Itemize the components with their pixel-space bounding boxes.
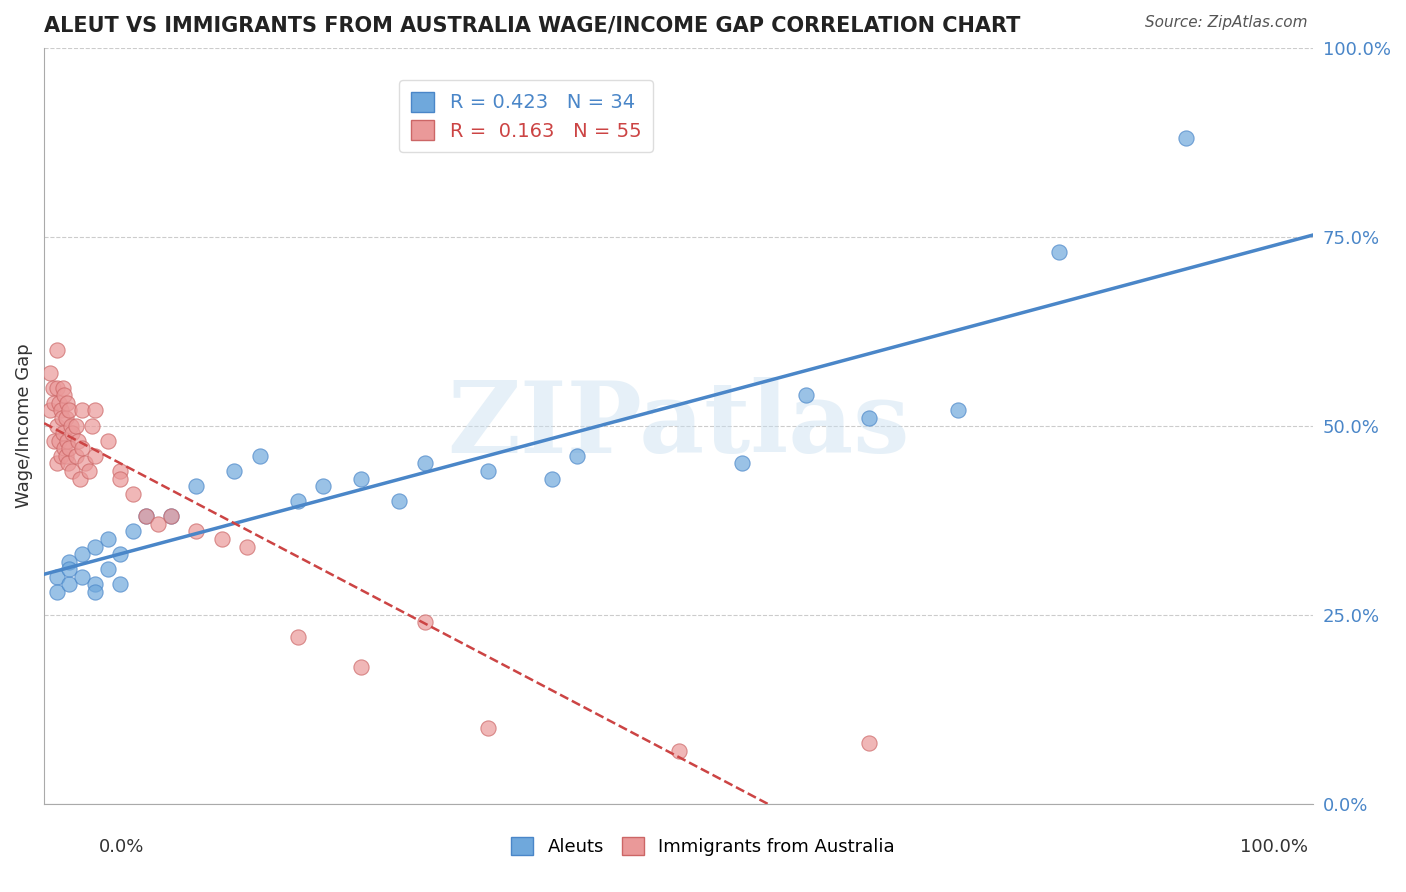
Point — [858, 736, 880, 750]
Point — [135, 509, 157, 524]
Point — [52, 426, 75, 441]
Point — [160, 509, 183, 524]
Point — [186, 524, 208, 539]
Point — [110, 577, 132, 591]
Point — [45, 381, 67, 395]
Point — [58, 403, 80, 417]
Point — [49, 403, 72, 417]
Point — [48, 434, 70, 448]
Point — [540, 471, 562, 485]
Point — [52, 381, 75, 395]
Point — [42, 381, 65, 395]
Point — [287, 630, 309, 644]
Point — [211, 532, 233, 546]
Point — [565, 449, 588, 463]
Point — [312, 479, 335, 493]
Point — [110, 471, 132, 485]
Point — [477, 464, 499, 478]
Point — [59, 418, 82, 433]
Point — [135, 509, 157, 524]
Point — [236, 540, 259, 554]
Point — [53, 442, 76, 456]
Point — [60, 426, 83, 441]
Point — [44, 434, 66, 448]
Point — [160, 509, 183, 524]
Point — [668, 744, 690, 758]
Point — [858, 411, 880, 425]
Point — [58, 442, 80, 456]
Point — [794, 388, 817, 402]
Point — [122, 486, 145, 500]
Point — [60, 464, 83, 478]
Point — [56, 396, 79, 410]
Point — [224, 464, 246, 478]
Point — [70, 570, 93, 584]
Point — [148, 516, 170, 531]
Point — [55, 449, 77, 463]
Point — [48, 396, 70, 410]
Point — [45, 418, 67, 433]
Point — [45, 457, 67, 471]
Point — [83, 449, 105, 463]
Point — [388, 494, 411, 508]
Point — [186, 479, 208, 493]
Point — [45, 343, 67, 357]
Point — [1175, 131, 1198, 145]
Text: ALEUT VS IMMIGRANTS FROM AUSTRALIA WAGE/INCOME GAP CORRELATION CHART: ALEUT VS IMMIGRANTS FROM AUSTRALIA WAGE/… — [44, 15, 1021, 35]
Text: 0.0%: 0.0% — [98, 838, 143, 855]
Point — [70, 403, 93, 417]
Point — [58, 555, 80, 569]
Point — [1049, 244, 1071, 259]
Point — [83, 585, 105, 599]
Legend: Aleuts, Immigrants from Australia: Aleuts, Immigrants from Australia — [502, 828, 904, 865]
Point — [82, 418, 104, 433]
Point — [69, 471, 91, 485]
Point — [45, 585, 67, 599]
Point — [110, 547, 132, 561]
Y-axis label: Wage/Income Gap: Wage/Income Gap — [15, 343, 32, 508]
Point — [477, 721, 499, 735]
Point — [83, 577, 105, 591]
Point — [49, 449, 72, 463]
Point — [51, 411, 73, 425]
Point — [350, 660, 373, 674]
Point — [77, 464, 100, 478]
Point — [44, 396, 66, 410]
Point — [83, 540, 105, 554]
Point — [122, 524, 145, 539]
Text: 100.0%: 100.0% — [1240, 838, 1308, 855]
Point — [73, 457, 96, 471]
Point — [110, 464, 132, 478]
Point — [83, 403, 105, 417]
Point — [97, 434, 120, 448]
Point — [70, 442, 93, 456]
Point — [58, 577, 80, 591]
Point — [65, 449, 87, 463]
Point — [946, 403, 969, 417]
Point — [39, 366, 62, 380]
Point — [70, 547, 93, 561]
Point — [287, 494, 309, 508]
Point — [56, 434, 79, 448]
Point — [45, 570, 67, 584]
Point — [65, 418, 87, 433]
Point — [53, 388, 76, 402]
Text: Source: ZipAtlas.com: Source: ZipAtlas.com — [1144, 15, 1308, 29]
Point — [39, 403, 62, 417]
Point — [413, 457, 436, 471]
Point — [67, 434, 90, 448]
Point — [55, 411, 77, 425]
Point — [97, 562, 120, 576]
Point — [249, 449, 271, 463]
Point — [58, 562, 80, 576]
Point — [413, 615, 436, 629]
Legend: R = 0.423   N = 34, R =  0.163   N = 55: R = 0.423 N = 34, R = 0.163 N = 55 — [399, 80, 654, 153]
Point — [58, 457, 80, 471]
Point — [97, 532, 120, 546]
Point — [731, 457, 754, 471]
Point — [350, 471, 373, 485]
Text: ZIPatlas: ZIPatlas — [447, 377, 910, 475]
